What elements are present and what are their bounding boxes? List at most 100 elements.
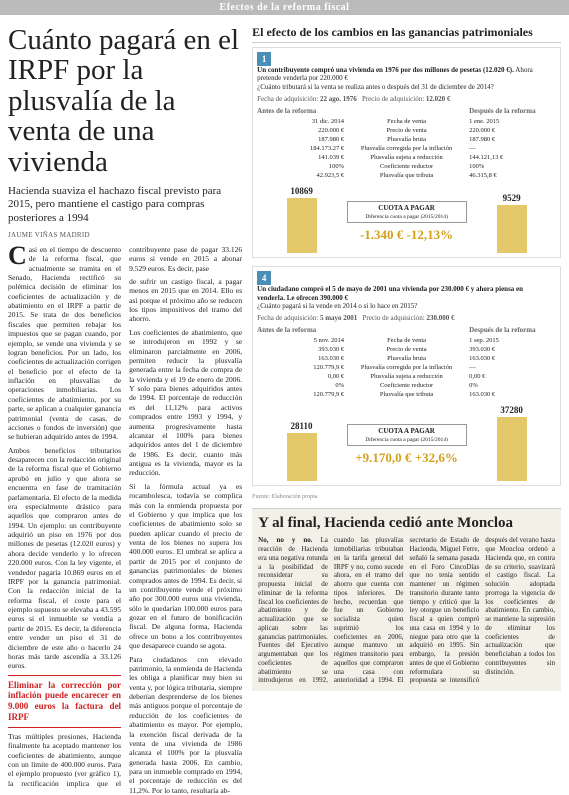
acquisition-meta: Fecha de adquisición: 5 mayo 2001 Precio… [257,314,556,322]
table-row: — [469,363,556,372]
after-column: Después de la reforma 1 ene. 2015220.000… [469,107,556,180]
table-row: 0,00 € [469,372,556,381]
table-row: Plusvalía bruta [350,135,463,144]
cuota-label: CUOTA A PAGAR [378,204,435,212]
table-row: 187.980 € [469,135,556,144]
delta-sublabel: Diferencia cuota a pagar (2015/2014) [365,437,447,443]
table-row: 0,00 € [257,372,344,381]
table-row: 163.030 € [257,354,344,363]
secondary-headline: Y al final, Hacienda cedió ante Moncloa [258,515,555,532]
section-banner: Efectos de la reforma fiscal [0,0,569,15]
block-desc: Un contribuyente compró una vivienda en … [257,66,537,91]
desc-a: Un ciudadano compró el 5 de mayo de 2001… [257,285,523,301]
table-row: Plusvalía corregida por la inflación [350,363,463,372]
table-row: Plusvalía que tributa [350,390,463,399]
table-row: Precio de venta [350,126,463,135]
table-row: Plusvalía que tributa [350,171,463,180]
cuota-label: CUOTA A PAGAR [378,427,435,435]
info-block-4: 4 Un ciudadano compró el 5 de mayo de 20… [252,266,561,486]
table-row: 100% [469,162,556,171]
secondary-body: No, no y no. La reacción de Hacienda era… [258,536,555,685]
after-hdr: Después de la reforma [469,107,556,115]
desc-a: Un contribuyente compró una vivienda en … [257,66,514,74]
desc-c: ¿Cuánto tributará si la venta se realiza… [257,83,494,91]
cuota-label-box: CUOTA A PAGAR Diferencia cuota a pagar (… [347,420,467,466]
before-column: Antes de la reforma 31 dic. 2014220.000 … [257,107,344,180]
table-row: 220.000 € [257,126,344,135]
secondary-text: La reacción de Hacienda era una negativa… [258,536,555,684]
table-row: 1 sep. 2015 [469,336,556,345]
delta-value: +9.170,0 € +32,6% [347,450,467,466]
table-row: 220.000 € [469,126,556,135]
table-row: Fecha de venta [350,336,463,345]
bar-chart-4: 28110 CUOTA A PAGAR Diferencia cuota a p… [257,405,556,481]
table-row: 184.173.27 € [257,144,344,153]
table-row: 5 nov. 2014 [257,336,344,345]
table-row: Plusvalía corregida por la inflación [350,144,463,153]
p4: de sufrir un castigo fiscal, a pagar men… [129,277,242,324]
main-article: Cuánto pagará en el IRPF por la plusvalí… [8,25,242,795]
p1: asi en el tiempo de descuento de la refo… [8,245,121,442]
bar-chart-1: 10869 CUOTA A PAGAR Diferencia cuota a p… [257,186,556,253]
bar-before: 10869 [287,186,317,253]
block-number: 4 [257,271,271,285]
byline: Jaume Viñas Madrid [8,231,242,239]
secondary-article: Y al final, Hacienda cedió ante Moncloa … [252,508,561,691]
table-row: 393.030 € [469,345,556,354]
center-labels: Fecha de ventaPrecio de ventaPlusvalía b… [350,107,463,180]
after-column: Después de la reforma 1 sep. 2015393.030… [469,326,556,399]
cuota-label-box: CUOTA A PAGAR Diferencia cuota a pagar (… [347,197,467,243]
table-row: 163.030 € [469,390,556,399]
table-row: 163.030 € [469,354,556,363]
table-row: 46.315,8 € [469,171,556,180]
comparison-table: Antes de la reforma 5 nov. 2014393.030 €… [257,326,556,399]
table-row: 141.039 € [257,153,344,162]
table-row: 144.121,13 € [469,153,556,162]
table-row: 42.923,5 € [257,171,344,180]
table-row: 31 dic. 2014 [257,117,344,126]
headline: Cuánto pagará en el IRPF por la plusvalí… [8,25,242,177]
p2: Ambos beneficios tributarios desaparecen… [8,446,121,671]
before-hdr: Antes de la reforma [257,326,344,334]
block-desc: Un ciudadano compró el 5 de mayo de 2001… [257,285,537,310]
bar-after: 9529 [497,193,527,253]
source-note: Fuente: Elaboración propia [252,494,561,500]
table-row: Precio de venta [350,345,463,354]
delta-sublabel: Diferencia cuota a pagar (2015/2014) [365,214,447,220]
table-row: Coeficiente reductor [350,381,463,390]
comparison-table: Antes de la reforma 31 dic. 2014220.000 … [257,107,556,180]
bar-before: 28110 [287,421,317,481]
before-column: Antes de la reforma 5 nov. 2014393.030 €… [257,326,344,399]
table-row: 187.980 € [257,135,344,144]
table-row: 1 ene. 2015 [469,117,556,126]
info-block-1: 1 Un contribuyente compró una vivienda e… [252,47,561,258]
table-row: Coeficiente reductor [350,162,463,171]
table-row: Plusvalía sujeta a reducción [350,372,463,381]
dropcap: C [8,245,29,267]
bar-after: 37280 [497,405,527,481]
p6: Si la fórmula actual ya es rocambolesca,… [129,482,242,651]
table-row: 0% [469,381,556,390]
delta-value: -1.340 € -12,13% [347,227,467,243]
p5: Los coeficientes de abatimiento, que se … [129,328,242,478]
block-number: 1 [257,52,271,66]
table-row: 120.779,9 € [257,363,344,372]
body-text: Casi en el tiempo de descuento de la ref… [8,245,242,795]
lead-in: No, no y no. [258,536,312,544]
table-row: Fecha de venta [350,117,463,126]
table-row: — [469,144,556,153]
page-container: Cuánto pagará en el IRPF por la plusvalí… [0,25,569,795]
table-row: Plusvalía sujeta a reducción [350,153,463,162]
table-row: 120.779,9 € [257,390,344,399]
infographic-title: El efecto de los cambios en las ganancia… [252,25,561,43]
acquisition-meta: Fecha de adquisición: 22 ago. 1976 Preci… [257,95,556,103]
table-row: Plusvalía bruta [350,354,463,363]
p7: Para ciudadanos con elevado patrimonio, … [129,655,242,795]
after-hdr: Después de la reforma [469,326,556,334]
before-hdr: Antes de la reforma [257,107,344,115]
infographic-column: El efecto de los cambios en las ganancia… [252,25,561,795]
subheadline: Hacienda suaviza el hachazo fiscal previ… [8,185,242,225]
table-row: 0% [257,381,344,390]
table-row: 393.030 € [257,345,344,354]
table-row: 100% [257,162,344,171]
